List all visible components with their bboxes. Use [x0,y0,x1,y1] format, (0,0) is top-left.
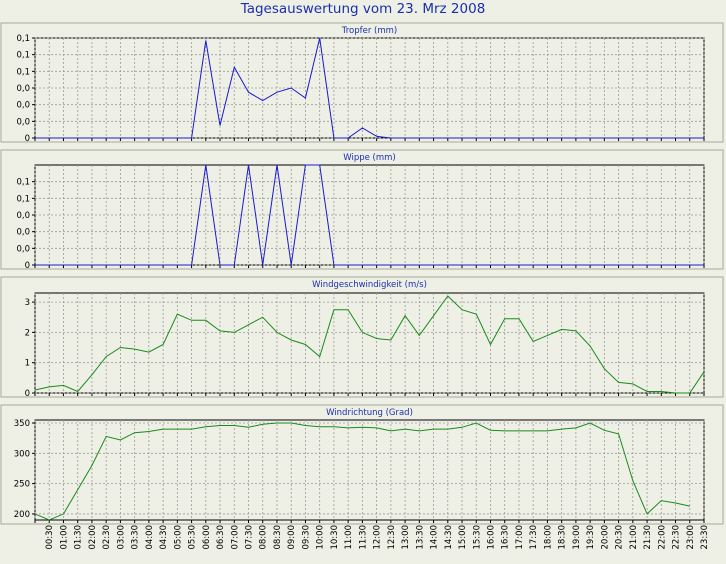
y-tick-label: 0,1 [16,178,30,188]
x-tick-label: 21:30 [643,525,653,550]
panel-title: Windrichtung (Grad) [326,408,413,418]
series-line [34,422,690,521]
x-tick-label: 23:30 [700,525,710,550]
x-tick-label: 02:00 [88,525,98,550]
x-tick-label: 05:30 [188,525,198,550]
chart-panel-4: Windrichtung (Grad) 200 250 300 350 [0,404,724,525]
x-tick-label: 19:00 [572,525,582,550]
x-tick-label: 07:30 [245,525,255,550]
x-tick-label: 15:00 [458,525,468,550]
x-tick-label: 11:30 [358,525,368,550]
x-tick-label: 10:30 [330,525,340,550]
x-tick-label: 20:30 [615,525,625,550]
x-tick-label: 05:00 [173,525,183,550]
y-tick-label: 0,0 [16,117,30,127]
x-tick-label: 08:00 [259,525,269,550]
x-tick-label: 01:00 [59,525,69,550]
chart-panel-1: Tropfer (mm) 0 0,0 0,0 0,0 0,1 0,1 0,1 [0,22,724,144]
y-tick-label: 0,0 [16,244,30,254]
x-tick-label: 16:30 [501,525,511,550]
x-tick-label: 13:30 [415,525,425,550]
y-tick-label: 0,0 [16,101,30,111]
x-tick-label: 00:30 [45,525,55,550]
x-tick-label: 03:00 [116,525,126,550]
y-tick-label: 3 [25,298,30,308]
y-tick-label: 0 [25,261,30,271]
x-tick-label: 13:00 [401,525,411,550]
x-tick-label: 14:30 [444,525,454,550]
x-tick-label: 21:00 [629,525,639,550]
y-tick-label: 350 [14,419,30,429]
plot-area [34,419,705,521]
y-tick-label: 300 [14,449,30,459]
x-tick-label: 17:00 [515,525,525,550]
x-tick-label: 20:00 [600,525,610,550]
y-tick-label: 2 [25,328,30,338]
x-tick-label: 04:30 [159,525,169,550]
series-line [34,295,705,394]
x-tick-label: 10:00 [316,525,326,550]
x-tick-label: 19:30 [586,525,596,550]
series-line [35,164,704,266]
y-tick-label: 0 [25,134,30,144]
y-tick-label: 0,0 [16,84,30,94]
x-tick-label: 08:30 [273,525,283,550]
x-tick-label: 03:30 [131,525,141,550]
x-tick-label: 16:00 [486,525,496,550]
x-tick-label: 15:30 [472,525,482,550]
x-tick-label: 06:00 [202,525,212,550]
y-tick-label: 0,0 [16,211,30,221]
x-tick-label: 14:00 [430,525,440,550]
plot-area [34,292,705,394]
y-tick-label: 0,1 [16,67,30,77]
x-tick-label: 02:30 [102,525,112,550]
x-tick-label: 18:30 [558,525,568,550]
x-tick-label: 12:30 [387,525,397,550]
y-tick-label: 0 [25,389,30,399]
x-tick-label: 06:30 [216,525,226,550]
y-tick-label: 1 [25,359,30,369]
panel-title: Tropfer (mm) [341,26,397,36]
page-title: Tagesauswertung vom 23. Mrz 2008 [240,1,486,17]
x-tick-label: 23:00 [686,525,696,550]
x-tick-label: 09:30 [301,525,311,550]
panel-title: Wippe (mm) [343,153,396,163]
y-tick-label: 0,0 [16,228,30,238]
x-tick-label: 01:30 [74,525,84,550]
x-tick-label: 22:30 [672,525,682,550]
chart-panel-3: Windgeschwindigkeit (m/s) 0 1 2 3 [0,276,724,399]
x-tick-label: 07:00 [230,525,240,550]
x-tick-label: 17:30 [529,525,539,550]
chart-panel-2: Wippe (mm) 0 0,0 0,0 0,0 0,1 0,1 [0,149,724,271]
y-tick-label: 0,1 [16,34,30,44]
panel-title: Windgeschwindigkeit (m/s) [312,280,427,290]
y-tick-label: 0,1 [16,194,30,204]
x-tick-label: 09:00 [287,525,297,550]
x-tick-label: 18:00 [543,525,553,550]
y-tick-label: 0,1 [16,51,30,61]
x-tick-label: 04:00 [145,525,155,550]
x-tick-label: 11:00 [344,525,354,550]
y-tick-label: 200 [14,510,30,520]
x-tick-label: 12:00 [373,525,383,550]
x-tick-label: 22:00 [657,525,667,550]
series-line [35,37,704,139]
y-tick-label: 250 [14,480,30,490]
